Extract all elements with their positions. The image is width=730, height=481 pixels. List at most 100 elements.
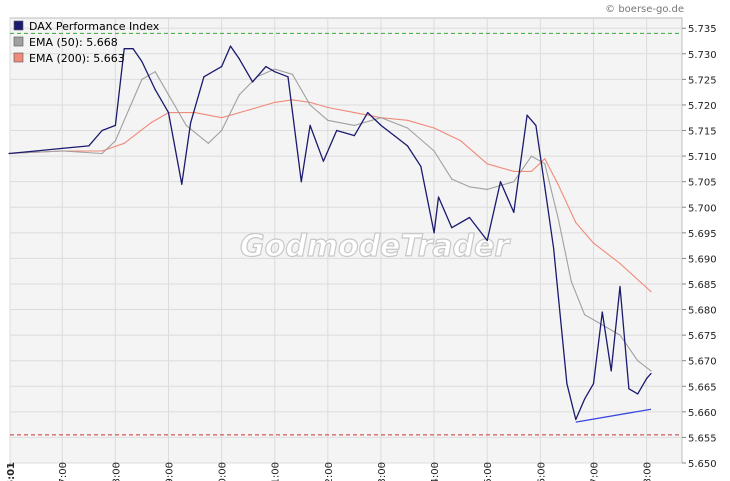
- series-point: [322, 160, 324, 162]
- series-point: [619, 262, 621, 265]
- y-tick-label: 5.650: [688, 459, 717, 470]
- series-point: [420, 165, 422, 167]
- series-point: [380, 124, 382, 126]
- series-point: [353, 135, 355, 137]
- series-point: [544, 158, 546, 160]
- series-point: [406, 145, 409, 147]
- y-tick-label: 5.690: [688, 254, 717, 265]
- series-point: [128, 109, 130, 111]
- plot-background: [9, 17, 683, 464]
- series-point: [353, 112, 355, 114]
- series-point: [650, 372, 652, 375]
- series-point: [570, 280, 572, 282]
- series-point: [601, 311, 603, 313]
- x-tick-label: 14:00: [430, 462, 441, 481]
- series-point: [123, 142, 125, 144]
- series-point: [190, 122, 192, 124]
- series-point: [566, 383, 568, 385]
- series-point: [557, 216, 559, 219]
- series-point: [229, 45, 232, 47]
- series-point: [592, 383, 595, 385]
- legend-swatch: [13, 52, 24, 63]
- series-point: [437, 196, 440, 198]
- watermark: GodmodeTrader: [240, 229, 511, 264]
- series-point: [619, 285, 621, 288]
- series-point: [194, 112, 196, 114]
- series-point: [291, 99, 293, 101]
- reference-lines: [10, 32, 682, 436]
- series-point: [221, 117, 223, 119]
- series-point: [291, 73, 293, 75]
- series-point: [584, 314, 586, 316]
- series-point: [167, 112, 170, 114]
- series-point: [451, 227, 453, 229]
- y-tick-label: 5.695: [688, 229, 717, 240]
- legend-label: DAX Performance Index: [29, 20, 160, 33]
- series-point: [513, 170, 515, 172]
- legend-swatch: [13, 36, 24, 47]
- y-tick-label: 5.665: [688, 382, 717, 393]
- series-point: [141, 78, 143, 80]
- series-point: [203, 76, 205, 78]
- y-tick-label: 5.705: [688, 178, 717, 189]
- series-point: [274, 71, 276, 73]
- series-point: [300, 181, 302, 183]
- series-point: [433, 127, 435, 129]
- series-point: [221, 129, 223, 132]
- series-point: [336, 129, 338, 132]
- y-tick-label: 5.735: [688, 24, 717, 35]
- series-point: [247, 109, 249, 111]
- series-point: [101, 129, 103, 132]
- series-point: [141, 60, 143, 63]
- y-tick-label: 5.655: [688, 433, 717, 444]
- x-tick-label: 08:00: [111, 462, 122, 481]
- series-point: [460, 140, 462, 142]
- trendline: [575, 408, 652, 423]
- series-point: [238, 94, 240, 96]
- legend-label: EMA (200): 5.663: [29, 52, 125, 65]
- y-tick-label: 5.680: [688, 306, 717, 317]
- series-point: [154, 89, 156, 91]
- legend: DAX Performance Index EMA (50): 5.668 EMA …: [13, 20, 160, 65]
- series-point: [468, 186, 471, 188]
- series-point: [486, 239, 488, 242]
- series-point: [650, 370, 652, 372]
- series-point: [88, 145, 90, 147]
- series-point: [486, 163, 488, 165]
- series-point: [433, 232, 435, 234]
- series-point: [601, 324, 603, 326]
- y-tick-label: 5.660: [688, 408, 717, 419]
- series-point: [544, 163, 546, 165]
- series-point: [575, 418, 577, 421]
- series-point: [530, 170, 533, 172]
- x-tick-label: 11:00: [271, 462, 282, 481]
- y-tick-label: 5.720: [688, 101, 717, 112]
- x-tick-label: 13:00: [377, 462, 388, 481]
- series-point: [61, 147, 63, 149]
- series-point: [513, 181, 515, 183]
- y-tick-label: 5.710: [688, 152, 717, 163]
- series-point: [185, 124, 187, 126]
- series-point: [353, 124, 355, 126]
- series-point: [274, 68, 276, 70]
- x-tick-label: 12:00: [324, 462, 335, 481]
- series-point: [544, 186, 546, 188]
- series-point: [167, 94, 170, 96]
- series-point: [265, 66, 267, 68]
- series-point: [309, 124, 311, 126]
- series-point: [8, 152, 10, 155]
- x-tick-label: 16:00: [536, 462, 547, 481]
- legend-swatch: [13, 20, 24, 31]
- y-tick-label: 5.675: [688, 331, 717, 342]
- series-point: [114, 124, 116, 126]
- y-tick-label: 5.700: [688, 203, 717, 214]
- series-point: [238, 58, 240, 60]
- series-point: [252, 81, 254, 83]
- series-point: [557, 183, 559, 185]
- series-point: [628, 388, 630, 390]
- x-axis: 06:01 07:00 08:00 09:00 10:00 11:00 12:00 13:00…: [6, 462, 654, 481]
- series-point: [61, 150, 63, 152]
- series-point: [530, 155, 533, 157]
- gridlines: [9, 18, 682, 464]
